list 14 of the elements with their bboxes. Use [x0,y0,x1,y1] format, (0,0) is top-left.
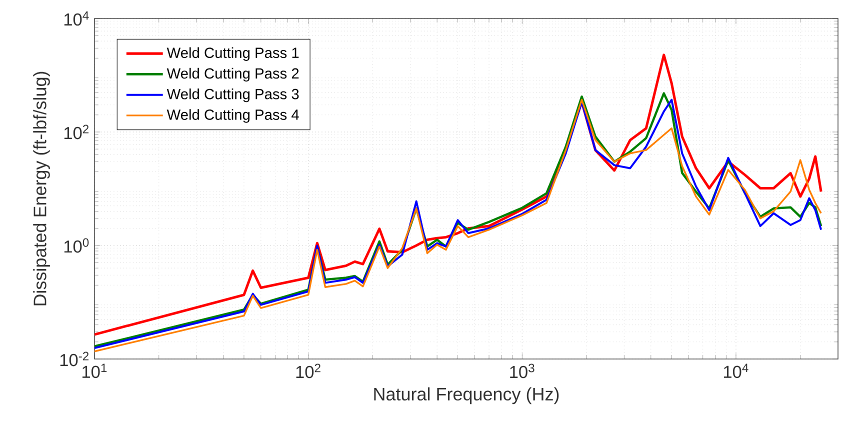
y-tick-label: 10$^{4}$ [64,11,89,26]
y-tick-label: 10$^{2}$ [64,124,89,140]
y-axis-title: Dissipated Energy (ft-lbf/slug) [33,72,50,306]
x-tick-label: 10$^{1}$ [82,364,107,378]
legend-label: Weld Cutting Pass 1 [166,47,299,61]
y-tick-label: 10$^{-2}$ [60,352,89,366]
legend-label: Weld Cutting Pass 4 [166,109,299,123]
y-tick-label: 10$^{0}$ [64,238,89,253]
x-axis-title: Natural Frequency (Hz) [374,387,559,404]
legend-label: Weld Cutting Pass 3 [166,88,299,102]
x-tick-label: 10$^{4}$ [724,364,748,378]
x-tick-label: 10$^{2}$ [296,364,320,378]
legend-label: Weld Cutting Pass 2 [166,68,299,82]
x-tick-label: 10$^{3}$ [510,364,534,378]
